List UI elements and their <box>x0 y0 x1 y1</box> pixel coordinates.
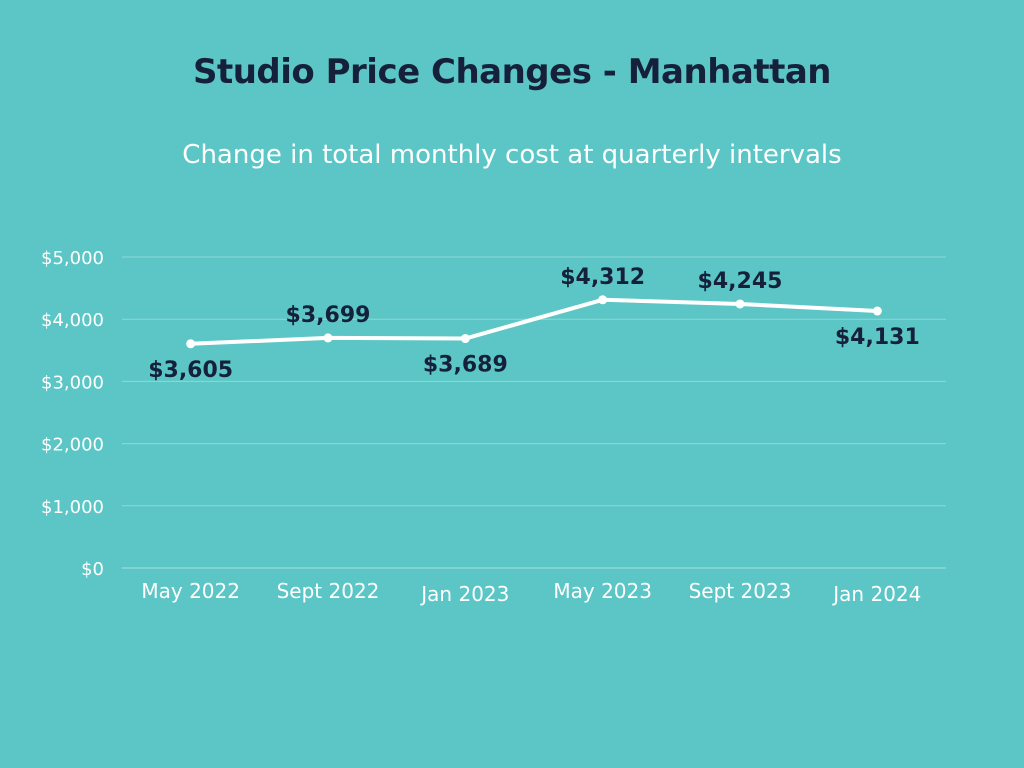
series-line <box>188 297 880 346</box>
x-tick-label: Jan 2023 <box>419 582 509 606</box>
x-tick-label: Sept 2023 <box>689 579 792 603</box>
y-tick-label: $0 <box>81 559 104 580</box>
y-tick-label: $1,000 <box>41 497 104 518</box>
data-label: $3,605 <box>148 358 233 383</box>
data-point <box>735 299 745 309</box>
x-tick-label: May 2022 <box>141 579 240 603</box>
data-point <box>323 333 333 343</box>
data-point <box>872 306 882 316</box>
data-point <box>186 339 196 349</box>
data-label: $4,131 <box>835 325 920 350</box>
data-point <box>598 295 608 305</box>
x-tick-label: Sept 2022 <box>277 579 380 603</box>
chart-title: Studio Price Changes - Manhattan <box>192 52 832 92</box>
chart-subtitle: Change in total monthly cost at quarterl… <box>182 140 842 170</box>
y-tick-label: $5,000 <box>41 248 104 269</box>
y-tick-label: $4,000 <box>41 310 104 331</box>
x-tick-label: May 2023 <box>553 579 652 603</box>
data-label: $4,245 <box>698 269 783 294</box>
data-label: $3,699 <box>286 303 371 328</box>
data-label: $3,689 <box>423 353 508 378</box>
y-tick-label: $3,000 <box>41 372 104 393</box>
data-point <box>460 334 470 344</box>
y-tick-label: $2,000 <box>41 435 104 456</box>
x-tick-label: Jan 2024 <box>831 582 921 606</box>
data-label: $4,312 <box>560 265 645 290</box>
